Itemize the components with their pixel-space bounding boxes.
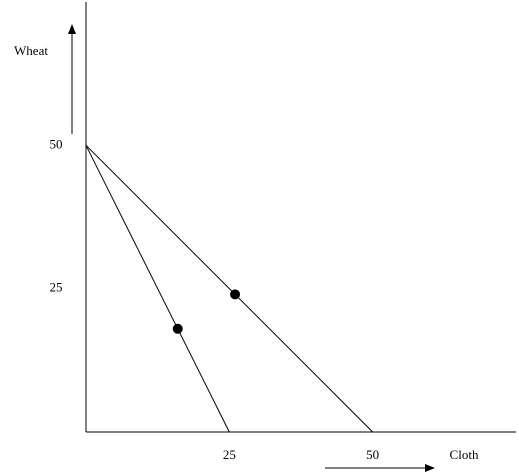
point	[230, 289, 241, 300]
x-tick-label: 50	[366, 447, 379, 462]
y-tick-label: 50	[50, 136, 63, 151]
x-axis-label: Cloth	[450, 447, 479, 462]
y-tick-label: 25	[50, 280, 63, 295]
point	[172, 323, 183, 334]
y-axis-label: Wheat	[14, 43, 48, 58]
line	[85, 144, 374, 433]
line	[85, 145, 230, 433]
x-tick-label: 25	[223, 447, 236, 462]
